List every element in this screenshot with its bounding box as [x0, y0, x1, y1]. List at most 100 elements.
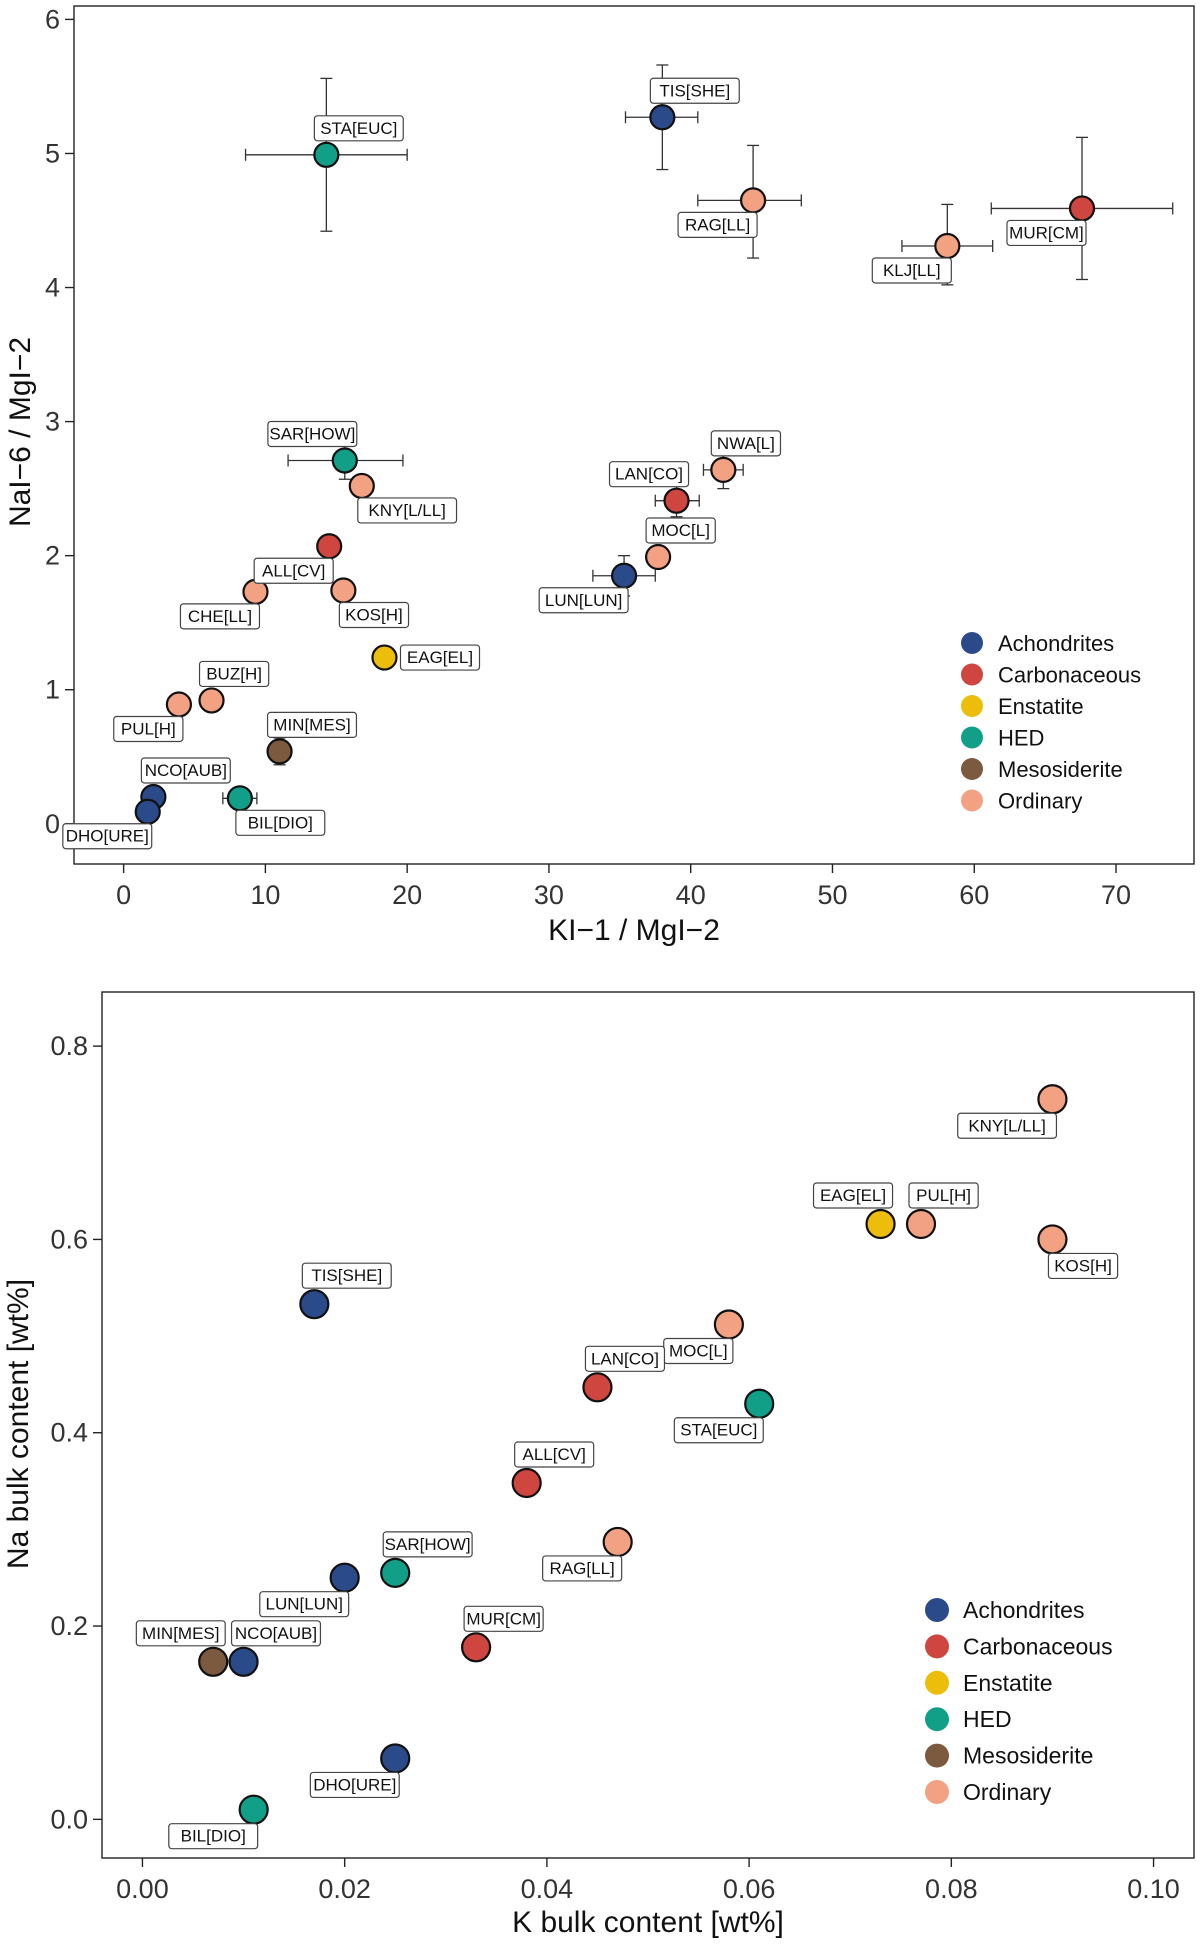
chart-bottom: 0.00 0.02 0.04 0.06 0.08 0.100.00.20.40.60.8 … [2, 991, 1195, 1939]
point-rag-ll[interactable] [739, 187, 767, 214]
point-all-cv[interactable] [316, 533, 343, 560]
point-lun-lun[interactable] [610, 562, 638, 589]
x-tick-label-top: 0 [116, 880, 131, 910]
label-box [313, 115, 404, 142]
point-nwa-l[interactable] [710, 456, 737, 483]
x-tick-label-bottom: 0.00 [116, 1874, 169, 1904]
point-kos-h[interactable] [330, 577, 357, 604]
label-box [677, 211, 758, 238]
x-axis-title-top: KI−1 / MgI−2 [548, 914, 720, 947]
label-box [538, 587, 629, 614]
label-text: ALL[CV] [262, 561, 325, 580]
point-moc-l[interactable] [713, 1309, 744, 1340]
y-tick-label-top: 6 [45, 4, 60, 34]
label-box [62, 823, 153, 850]
legend-label-achondrites: Achondrites [998, 631, 1114, 656]
point-eag-el[interactable] [371, 644, 398, 671]
label-sta-euc: STA[EUC] [673, 1417, 764, 1444]
point-sar-how[interactable] [331, 447, 358, 474]
point-klj-ll[interactable] [934, 232, 961, 260]
label-text: DHO[URE] [313, 1775, 396, 1794]
point-moc-l[interactable] [645, 543, 672, 571]
label-box [235, 809, 326, 836]
label-sar-how: SAR[HOW] [267, 420, 358, 448]
label-text: PUL[H] [916, 1186, 971, 1205]
label-pul-h: PUL[H] [908, 1182, 979, 1209]
label-box [382, 1531, 473, 1558]
point-kny-l-ll[interactable] [1037, 1084, 1068, 1115]
point-all-cv[interactable] [511, 1467, 542, 1499]
label-text: KNY[L/LL] [968, 1116, 1046, 1135]
label-box [266, 711, 358, 738]
point-nco-aub[interactable] [228, 1646, 259, 1677]
plot-frame-bottom [101, 991, 1195, 1859]
label-text: STA[EUC] [680, 1421, 757, 1440]
point-kos-h[interactable] [1037, 1224, 1068, 1255]
x-tick-label-bottom: 0.06 [723, 1874, 776, 1904]
point-min-mes[interactable] [198, 1646, 229, 1677]
point-rag-ll[interactable] [602, 1526, 633, 1558]
label-dho-ure: DHO[URE] [309, 1771, 400, 1799]
y-tick-label-bottom: 0.8 [50, 1031, 88, 1061]
legend-swatch-ordinary [961, 789, 983, 812]
point-sta-euc[interactable] [313, 141, 340, 168]
label-dho-ure: DHO[URE] [62, 823, 153, 850]
x-axis-title-bottom: K bulk content [wt%] [512, 1906, 784, 1939]
label-lan-co: LAN[CO] [584, 1345, 666, 1372]
legend-top: Achondrites Carbonaceous Enstatite HED Mesos… [961, 631, 1141, 814]
y-tick-label-top: 4 [45, 273, 60, 303]
legend-label-enstatite: Enstatite [998, 694, 1084, 719]
point-bil-dio[interactable] [226, 785, 253, 812]
legend-label-hed: HED [963, 1706, 1012, 1732]
label-box [357, 497, 458, 524]
label-box [673, 1417, 764, 1444]
label-box [514, 1441, 595, 1468]
y-tick-label-top: 3 [45, 407, 60, 437]
label-all-cv: ALL[CV] [253, 557, 334, 584]
point-lan-co[interactable] [663, 487, 690, 514]
point-tis-she[interactable] [299, 1289, 330, 1320]
label-text: SAR[HOW] [385, 1535, 471, 1554]
label-text: NWA[L] [717, 434, 775, 453]
point-dho-ure[interactable] [134, 798, 161, 825]
point-mur-cm[interactable] [1068, 195, 1096, 222]
x-tick-label-bottom: 0.02 [318, 1874, 371, 1904]
point-dho-ure[interactable] [380, 1743, 411, 1774]
point-min-mes[interactable] [266, 738, 293, 765]
point-sta-euc[interactable] [744, 1388, 775, 1419]
legend-swatch-mesosiderite [925, 1743, 949, 1768]
legend-label-hed: HED [998, 726, 1044, 751]
point-lan-co[interactable] [582, 1372, 613, 1403]
point-pul-h[interactable] [905, 1208, 937, 1240]
y-tick-label-top: 0 [45, 809, 60, 839]
y-tick-label-bottom: 0.2 [50, 1611, 88, 1641]
label-min-mes: MIN[MES] [266, 711, 358, 738]
label-nco-aub: NCO[AUB] [230, 1620, 322, 1647]
label-moc-l: MOC[L] [663, 1337, 734, 1365]
label-text: EAG[EL] [407, 648, 473, 667]
point-pul-h[interactable] [165, 691, 193, 718]
label-bil-dio: BIL[DIO] [168, 1823, 259, 1850]
point-tis-she[interactable] [649, 104, 676, 131]
label-box [135, 1620, 226, 1647]
point-sar-how[interactable] [380, 1557, 411, 1588]
label-bil-dio: BIL[DIO] [235, 809, 326, 836]
point-bil-dio[interactable] [238, 1794, 269, 1825]
point-lun-lun[interactable] [329, 1562, 360, 1593]
label-all-cv: ALL[CV] [514, 1441, 595, 1468]
point-mur-cm[interactable] [461, 1632, 492, 1663]
label-text: MOC[L] [651, 521, 710, 540]
label-text: NCO[AUB] [235, 1624, 317, 1643]
label-text: KOS[H] [345, 606, 403, 625]
label-text: ALL[CV] [523, 1445, 586, 1464]
point-kny-l-ll[interactable] [348, 472, 375, 500]
label-sta-euc: STA[EUC] [313, 115, 404, 142]
point-eag-el[interactable] [865, 1208, 896, 1240]
point-buz-h[interactable] [198, 687, 225, 714]
label-text: MUR[CM] [1009, 223, 1084, 242]
x-tick-label-top: 60 [959, 880, 989, 910]
label-text: LUN[LUN] [545, 591, 622, 610]
x-tick-label-top: 10 [250, 880, 280, 910]
label-box [140, 757, 231, 784]
